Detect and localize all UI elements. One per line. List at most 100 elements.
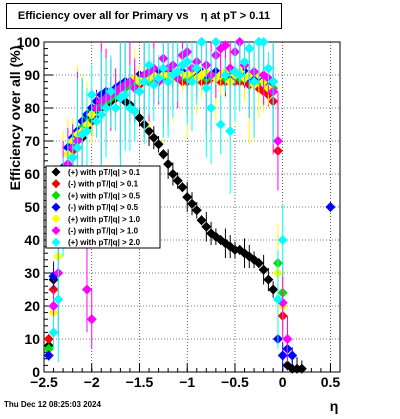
legend-entry: (+) with pT/|q| > 0.5 xyxy=(68,191,141,200)
data-point xyxy=(153,139,164,150)
data-point xyxy=(196,215,207,226)
data-point xyxy=(43,350,54,361)
y-tick-label: 50 xyxy=(24,199,40,215)
data-point xyxy=(96,109,107,120)
data-point xyxy=(158,63,169,74)
data-point xyxy=(101,103,112,113)
legend-entry: (+) with pT/|q| > 1.0 xyxy=(68,215,141,224)
data-point xyxy=(277,235,288,245)
data-point xyxy=(234,70,245,80)
x-tick-label: −2.5 xyxy=(30,374,58,390)
data-point xyxy=(201,221,212,232)
y-axis-label: Efficiency over all (%) xyxy=(7,46,23,191)
legend-entry: (-) with pT/|q| > 1.0 xyxy=(68,227,139,236)
data-point xyxy=(120,89,131,100)
data-point xyxy=(43,334,54,344)
y-tick-label: 80 xyxy=(24,100,40,116)
data-point xyxy=(244,43,255,54)
data-point xyxy=(177,182,188,193)
data-point xyxy=(263,274,274,285)
y-tick-label: 100 xyxy=(17,34,41,50)
data-point xyxy=(182,56,193,67)
footer-date: Thu Dec 12 08:25:03 2024 xyxy=(4,400,101,409)
data-point xyxy=(191,63,202,74)
legend-marker xyxy=(51,237,61,247)
data-point xyxy=(277,350,288,361)
legend-marker xyxy=(51,214,61,224)
y-tick-label: 70 xyxy=(24,133,40,149)
data-point xyxy=(206,103,217,113)
data-point xyxy=(191,205,202,216)
data-point xyxy=(172,66,183,77)
data-point xyxy=(134,86,145,97)
data-point xyxy=(53,294,64,305)
data-point xyxy=(187,198,197,209)
legend-marker xyxy=(51,167,61,177)
x-axis-label: η xyxy=(330,398,339,414)
data-point xyxy=(182,192,193,203)
data-point xyxy=(163,159,174,170)
x-tick-label: −1 xyxy=(179,374,195,390)
data-point xyxy=(110,103,121,113)
data-point xyxy=(253,258,264,269)
data-point xyxy=(287,350,298,361)
legend-entry: (+) with pT/|q| > 0.1 xyxy=(68,168,141,177)
data-point xyxy=(134,112,145,123)
legend-box xyxy=(45,165,161,249)
legend-marker xyxy=(51,202,61,212)
data-point xyxy=(91,116,102,127)
data-point xyxy=(258,264,269,275)
series-6 xyxy=(48,37,288,363)
data-point xyxy=(268,284,279,295)
data-point xyxy=(201,83,212,94)
data-point xyxy=(249,76,260,87)
y-tick-label: 0 xyxy=(32,364,40,380)
y-tick-label: 30 xyxy=(24,265,40,281)
data-point xyxy=(48,327,59,338)
legend-marker xyxy=(51,190,61,200)
data-point xyxy=(86,314,97,325)
data-point xyxy=(153,73,164,84)
data-point xyxy=(220,70,231,80)
data-point xyxy=(158,149,169,160)
axes: −2.5 −2 −1.5 −1 −0.5 0 0.5 0 10 20 30 40 50 60 70 80 90 1… xyxy=(17,34,341,390)
data-point xyxy=(43,343,54,354)
data-point xyxy=(268,76,279,87)
y-tick-label: 90 xyxy=(24,67,40,83)
data-point xyxy=(139,76,150,87)
data-point xyxy=(239,248,250,259)
data-point xyxy=(129,106,140,117)
data-point xyxy=(225,126,236,137)
x-tick-label: 0.5 xyxy=(321,374,341,390)
data-point xyxy=(148,132,159,143)
data-point xyxy=(282,334,293,344)
y-tick-label: 40 xyxy=(24,232,40,248)
y-tick-label: 20 xyxy=(24,298,40,314)
legend: (+) with pT/|q| > 0.1 (-) with pT/|q| > 0… xyxy=(45,165,161,249)
data-point xyxy=(105,86,116,97)
data-point xyxy=(163,76,174,87)
data-point xyxy=(272,136,283,146)
data-point xyxy=(258,37,269,47)
data-point xyxy=(215,119,226,130)
legend-entry: (-) with pT/|q| > 0.1 xyxy=(68,180,139,189)
chart-title: Efficiency over all for Primary vs η at … xyxy=(6,3,282,29)
data-point xyxy=(325,202,336,212)
data-points xyxy=(43,37,336,374)
legend-entry: (+) with pT/|q| > 2.0 xyxy=(68,238,141,247)
data-point xyxy=(144,126,155,137)
legend-entry: (-) with pT/|q| > 0.5 xyxy=(68,203,139,212)
x-tick-label: −0.5 xyxy=(221,374,249,390)
legend-marker xyxy=(51,226,61,235)
data-point xyxy=(296,363,307,374)
x-tick-label: 0 xyxy=(279,374,287,390)
data-point xyxy=(263,63,274,74)
data-point xyxy=(144,60,155,71)
data-point xyxy=(81,126,92,137)
data-point xyxy=(148,79,159,90)
data-point xyxy=(220,40,231,51)
data-point xyxy=(196,37,207,47)
data-point xyxy=(67,152,78,163)
